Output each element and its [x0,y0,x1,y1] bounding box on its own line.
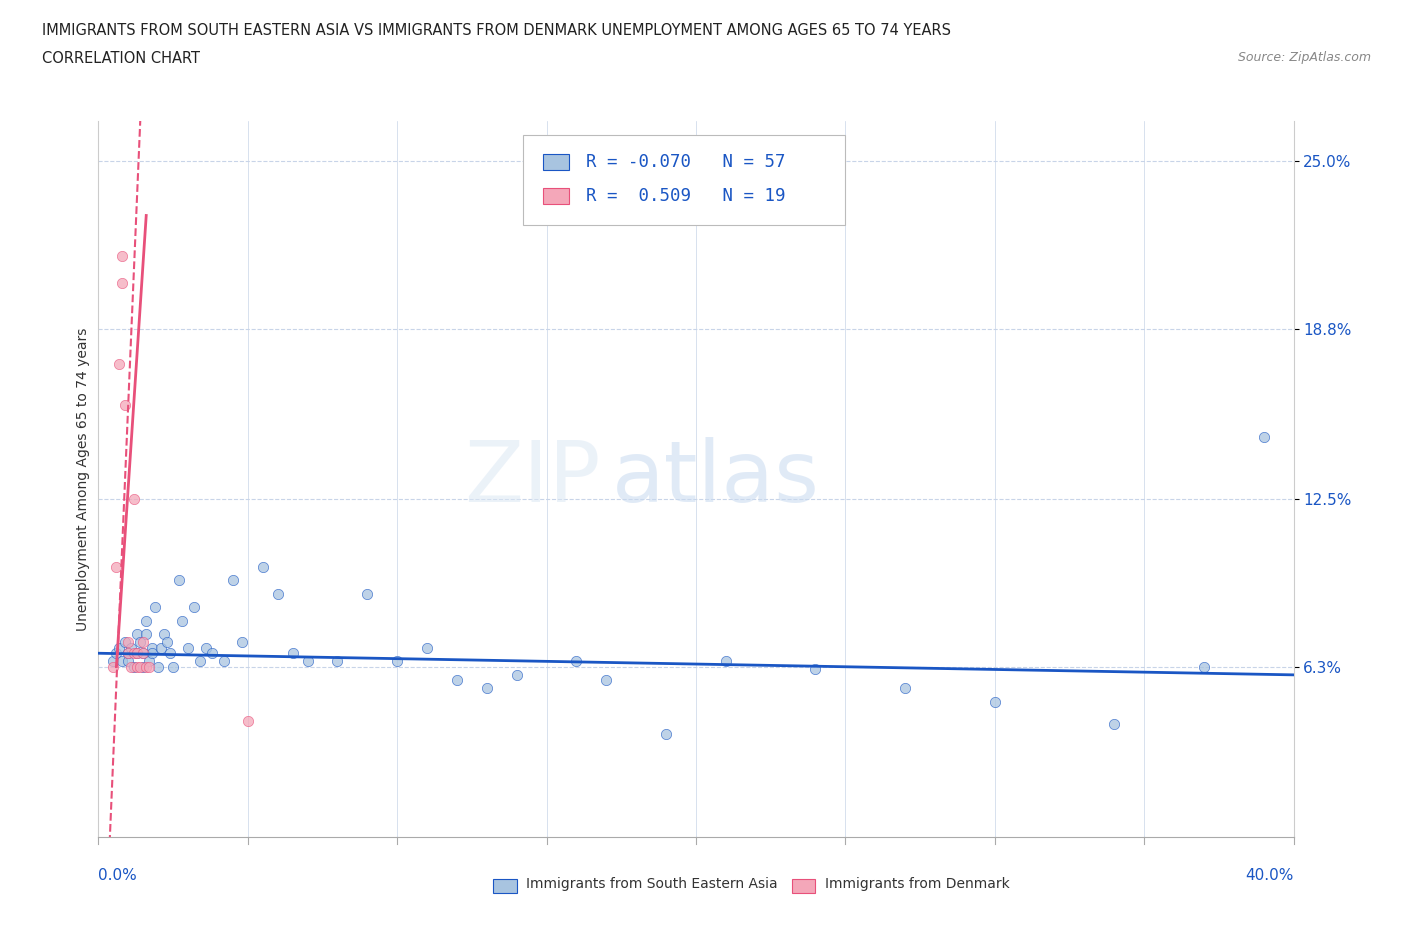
FancyBboxPatch shape [543,153,569,169]
Point [148,659,170,674]
FancyBboxPatch shape [523,135,845,225]
Point [111,654,134,669]
Point [804,662,827,677]
Point [156,635,179,650]
Point [894,681,917,696]
Point [565,654,588,669]
Point [984,695,1007,710]
Point [132,635,155,650]
Point [135,614,157,629]
Point [1104,716,1126,731]
Point [120,659,142,674]
Point [103,659,125,674]
Point [1253,430,1275,445]
Point [231,635,253,650]
Point [172,614,194,629]
Text: 40.0%: 40.0% [1246,868,1294,883]
Point [124,492,146,507]
Point [129,659,152,674]
Text: IMMIGRANTS FROM SOUTH EASTERN ASIA VS IMMIGRANTS FROM DENMARK UNEMPLOYMENT AMONG: IMMIGRANTS FROM SOUTH EASTERN ASIA VS IM… [42,23,952,38]
Point [153,627,176,642]
Point [141,645,163,660]
Point [714,654,737,669]
Point [177,641,200,656]
Point [105,559,128,574]
Point [281,645,304,660]
Text: ZIP: ZIP [464,437,600,521]
Point [135,627,157,642]
Point [124,659,146,674]
Point [416,641,439,656]
Point [114,397,136,412]
Point [129,635,152,650]
Point [446,672,468,687]
Point [159,645,181,660]
Point [105,645,128,660]
Text: CORRELATION CHART: CORRELATION CHART [42,51,200,66]
Point [132,645,155,660]
Point [132,645,155,660]
Point [108,357,131,372]
Point [138,654,160,669]
Point [655,727,678,742]
Point [138,659,160,674]
Y-axis label: Unemployment Among Ages 65 to 74 years: Unemployment Among Ages 65 to 74 years [76,327,90,631]
Text: 0.0%: 0.0% [98,868,138,883]
Point [127,645,149,660]
Point [201,645,224,660]
Point [236,713,259,728]
Point [108,641,131,656]
Point [127,645,149,660]
Point [212,654,235,669]
Point [506,668,529,683]
Point [117,635,139,650]
Text: Immigrants from South Eastern Asia: Immigrants from South Eastern Asia [526,877,778,891]
Point [222,573,245,588]
Point [143,600,166,615]
Point [127,627,149,642]
Text: Source: ZipAtlas.com: Source: ZipAtlas.com [1237,51,1371,64]
Point [326,654,349,669]
Text: Immigrants from Denmark: Immigrants from Denmark [825,877,1010,891]
Point [103,654,125,669]
Point [162,659,184,674]
Point [188,654,211,669]
Point [117,645,139,660]
Point [114,635,136,650]
Point [111,275,134,290]
Point [127,659,149,674]
Point [297,654,319,669]
FancyBboxPatch shape [494,879,517,893]
Point [385,654,409,669]
Point [117,654,139,669]
Point [117,645,139,660]
Point [267,586,290,601]
Point [124,645,146,660]
Point [135,659,157,674]
Text: R =  0.509   N = 19: R = 0.509 N = 19 [586,187,786,206]
FancyBboxPatch shape [543,188,569,204]
Point [195,641,218,656]
Point [150,641,173,656]
Point [167,573,190,588]
Point [111,248,134,263]
Point [595,672,617,687]
Point [1192,659,1215,674]
Point [475,681,498,696]
Text: atlas: atlas [613,437,820,521]
Point [252,559,274,574]
Text: R = -0.070   N = 57: R = -0.070 N = 57 [586,153,786,171]
Point [183,600,205,615]
Point [356,586,378,601]
FancyBboxPatch shape [792,879,815,893]
Point [120,641,142,656]
Point [132,659,155,674]
Point [141,641,163,656]
